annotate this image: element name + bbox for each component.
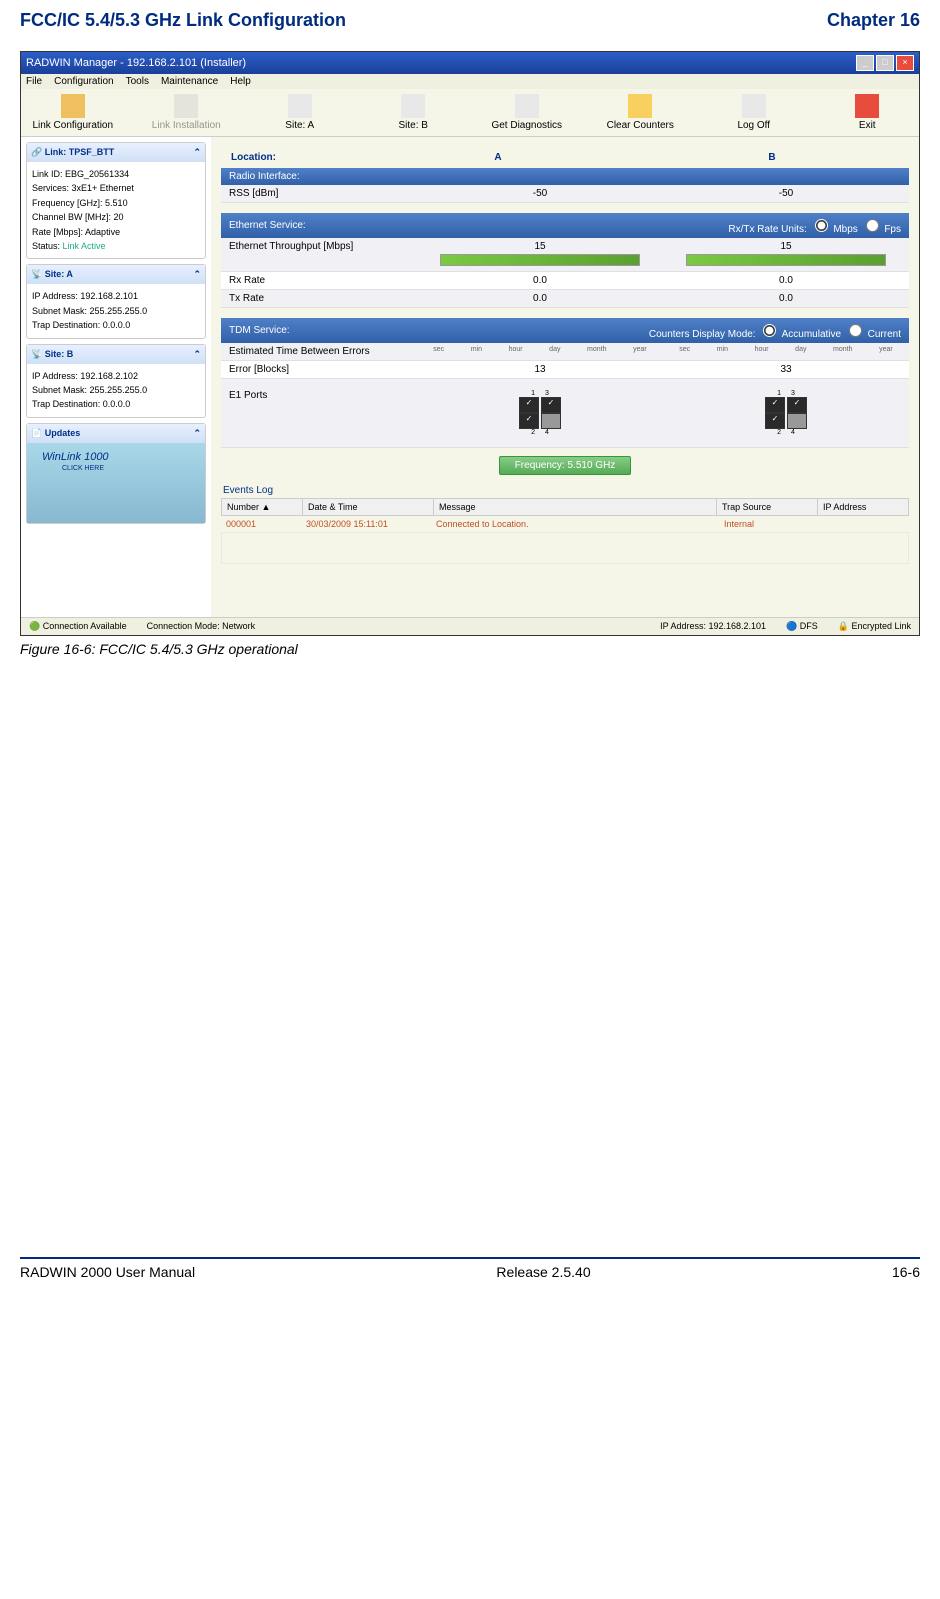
- menu-config[interactable]: Configuration: [54, 76, 113, 87]
- maximize-button[interactable]: □: [876, 55, 894, 71]
- collapse-icon[interactable]: ⌃: [193, 147, 201, 158]
- sidebar: 🔗 Link: TPSF_BTT⌃ Link ID: EBG_20561334 …: [21, 137, 211, 617]
- close-button[interactable]: ×: [896, 55, 914, 71]
- menu-file[interactable]: File: [26, 76, 42, 87]
- site-a-panel: 📡 Site: A⌃ IP Address: 192.168.2.101 Sub…: [26, 264, 206, 338]
- menubar: File Configuration Tools Maintenance Hel…: [21, 74, 919, 89]
- units-fps[interactable]: [866, 219, 879, 232]
- window-title: RADWIN Manager - 192.168.2.101 (Installe…: [26, 57, 246, 69]
- mode-accum[interactable]: [763, 324, 776, 337]
- header-right: Chapter 16: [827, 10, 920, 31]
- link-panel: 🔗 Link: TPSF_BTT⌃ Link ID: EBG_20561334 …: [26, 142, 206, 259]
- tb-link-install[interactable]: Link Installation: [140, 94, 234, 131]
- minimize-button[interactable]: _: [856, 55, 874, 71]
- tb-logoff[interactable]: Log Off: [707, 94, 801, 131]
- figure-caption: Figure 16-6: FCC/IC 5.4/5.3 GHz operatio…: [20, 641, 920, 657]
- statusbar: 🟢 Connection Available Connection Mode: …: [21, 617, 919, 635]
- collapse-icon[interactable]: ⌃: [193, 269, 201, 280]
- col-b: B: [635, 152, 909, 163]
- frequency-button[interactable]: Frequency: 5.510 GHz: [499, 456, 632, 475]
- menu-maint[interactable]: Maintenance: [161, 76, 218, 87]
- footer: RADWIN 2000 User Manual Release 2.5.40 1…: [20, 1257, 920, 1280]
- menu-tools[interactable]: Tools: [126, 76, 149, 87]
- tdm-section: TDM Service: Counters Display Mode: Accu…: [221, 318, 909, 343]
- header-left: FCC/IC 5.4/5.3 GHz Link Configuration: [20, 10, 346, 31]
- eth-section: Ethernet Service: Rx/Tx Rate Units: Mbps…: [221, 213, 909, 238]
- updates-panel[interactable]: 📄 Updates⌃ WinLink 1000 CLICK HERE: [26, 423, 206, 524]
- toolbar: Link Configuration Link Installation Sit…: [21, 89, 919, 137]
- tb-site-a[interactable]: Site: A: [253, 94, 347, 131]
- e1-ports-label: E1 Ports: [221, 387, 417, 439]
- events-header: Number ▲ Date & Time Message Trap Source…: [221, 498, 909, 516]
- col-a: A: [361, 152, 635, 163]
- tb-site-b[interactable]: Site: B: [367, 94, 461, 131]
- event-row[interactable]: 000001 30/03/2009 15:11:01 Connected to …: [221, 516, 909, 533]
- site-b-panel: 📡 Site: B⌃ IP Address: 192.168.2.102 Sub…: [26, 344, 206, 418]
- mode-current[interactable]: [849, 324, 862, 337]
- screenshot: RADWIN Manager - 192.168.2.101 (Installe…: [20, 51, 920, 636]
- collapse-icon[interactable]: ⌃: [193, 428, 201, 439]
- main-area: Location: A B Radio Interface: RSS [dBm]…: [211, 137, 919, 617]
- tb-exit[interactable]: Exit: [821, 94, 915, 131]
- tb-diag[interactable]: Get Diagnostics: [480, 94, 574, 131]
- menu-help[interactable]: Help: [230, 76, 251, 87]
- events-log-label: Events Log: [221, 483, 909, 498]
- units-mbps[interactable]: [815, 219, 828, 232]
- radio-section: Radio Interface:: [221, 168, 909, 185]
- tb-link-config[interactable]: Link Configuration: [26, 94, 120, 131]
- location-label: Location:: [221, 152, 361, 163]
- collapse-icon[interactable]: ⌃: [193, 349, 201, 360]
- tb-clear[interactable]: Clear Counters: [594, 94, 688, 131]
- titlebar: RADWIN Manager - 192.168.2.101 (Installe…: [21, 52, 919, 74]
